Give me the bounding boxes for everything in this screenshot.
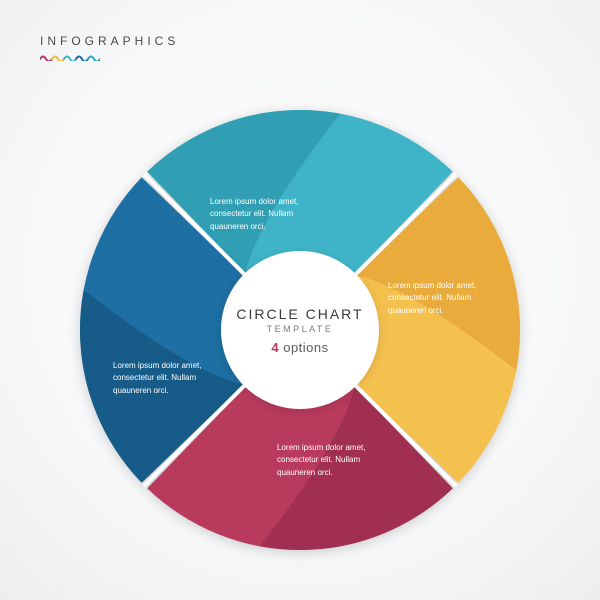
header: INFOGRAPHICS [40,34,179,66]
segment-label-03: Lorem ipsum dolor amet, consectetur elit… [113,360,223,397]
header-title: INFOGRAPHICS [40,34,179,48]
center-options: 4 options [271,340,328,355]
segment-label-04: Lorem ipsum dolor amet, consectetur elit… [210,196,320,233]
center-circle: CIRCLE CHART TEMPLATE 4 options [221,251,379,409]
center-options-word: options [283,340,328,355]
center-options-number: 4 [271,340,279,355]
segment-number-02: 02 [342,367,358,382]
header-waves-icon [40,53,100,61]
segment-label-02: Lorem ipsum dolor amet, consectetur elit… [277,442,387,479]
segment-number-01: 01 [333,284,349,299]
segment-number-03: 03 [248,368,264,383]
center-subtitle: TEMPLATE [267,324,334,334]
circle-chart: CIRCLE CHART TEMPLATE 4 options 01 Lorem … [80,110,520,550]
segment-label-01: Lorem ipsum dolor amet, consectetur elit… [388,280,498,317]
segment-number-04: 04 [240,285,256,300]
center-title: CIRCLE CHART [236,306,363,322]
